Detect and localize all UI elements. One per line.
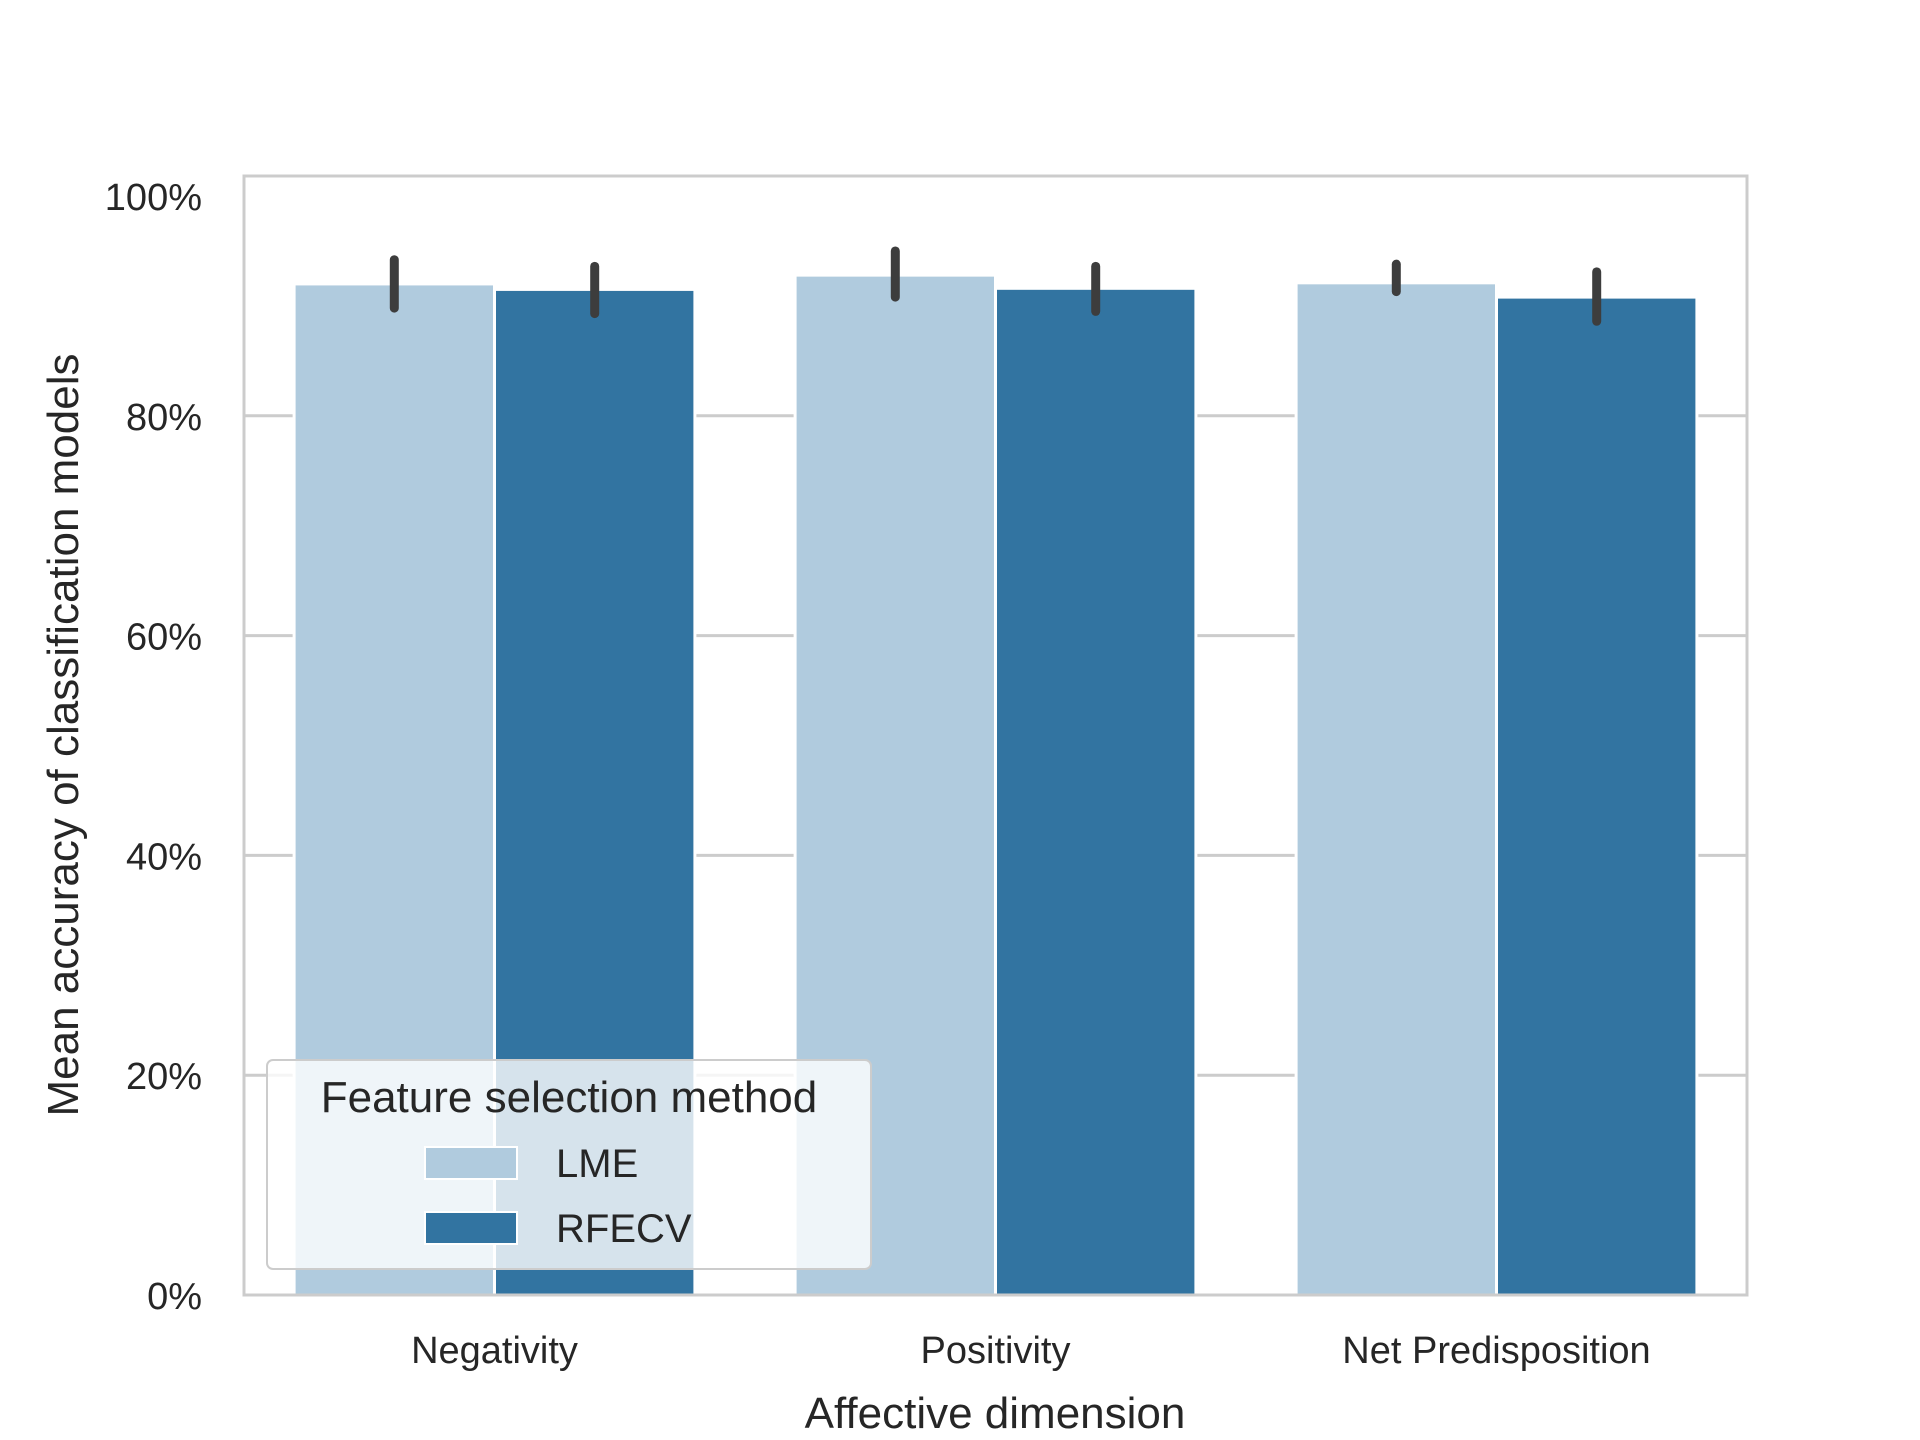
x-axis-title: Affective dimension <box>805 1389 1186 1438</box>
legend: Feature selection method LME RFECV <box>266 1059 872 1270</box>
bars <box>292 273 1699 1297</box>
bar-rfecv-net-predisposition <box>1495 295 1699 1297</box>
bar-rfecv-positivity <box>994 286 1198 1297</box>
legend-title: Feature selection method <box>321 1073 818 1122</box>
legend-label-rfecv: RFECV <box>556 1207 692 1251</box>
y-tick-label: 60% <box>126 617 202 659</box>
x-tick-label: Net Predisposition <box>1342 1330 1650 1372</box>
plot-frame <box>242 174 1749 1297</box>
x-tick-label: Negativity <box>411 1330 578 1372</box>
legend-swatch-rfecv <box>424 1211 518 1245</box>
x-tick-labels: Negativity Positivity Net Predisposition <box>411 1330 1651 1372</box>
error-bars <box>389 246 1602 326</box>
legend-box <box>266 1059 872 1270</box>
bar-lme-net-predisposition <box>1294 281 1498 1297</box>
y-tick-label: 20% <box>126 1056 202 1098</box>
y-tick-label: 40% <box>126 836 202 878</box>
y-tick-labels: 0% 20% 40% 60% 80% 100% <box>105 177 202 1318</box>
y-tick-label: 100% <box>105 177 202 219</box>
legend-label-lme: LME <box>556 1142 638 1186</box>
y-axis-title: Mean accuracy of classification models <box>39 354 88 1117</box>
y-tick-label: 80% <box>126 397 202 439</box>
legend-swatch-lme <box>424 1146 518 1180</box>
x-tick-label: Positivity <box>921 1330 1071 1372</box>
y-tick-label: 0% <box>147 1276 202 1318</box>
